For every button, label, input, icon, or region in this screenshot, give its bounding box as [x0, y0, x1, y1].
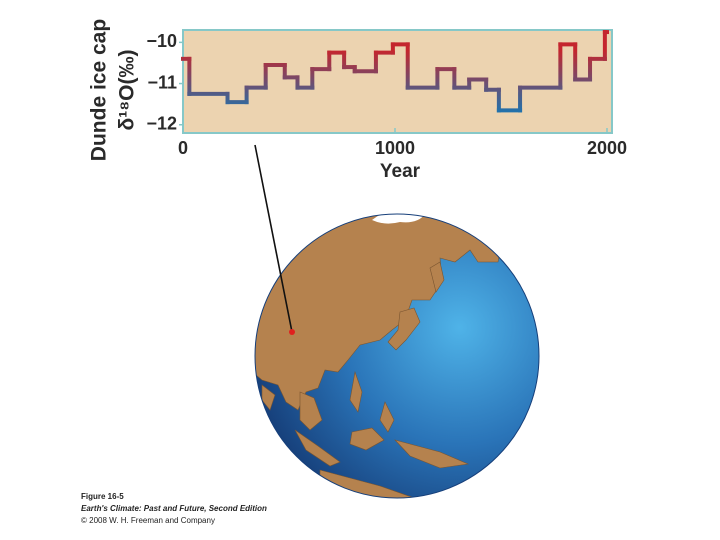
globe-outline: [254, 213, 540, 499]
y-tick-label: −11: [147, 72, 177, 92]
y-axis-title: Dunde ice cap: [88, 19, 111, 161]
y-axis-title: δ¹⁸O(‰): [116, 50, 139, 131]
globe-land: [255, 214, 501, 498]
x-axis-title: Year: [380, 161, 421, 182]
plot-area: [182, 29, 613, 134]
site-marker: [289, 329, 295, 335]
caption-figure: Figure 16-5: [81, 492, 124, 501]
x-tick-label: 1000: [375, 138, 415, 158]
globe: [254, 144, 540, 499]
caption-book: Earth's Climate: Past and Future, Second…: [81, 504, 267, 513]
caption-copyright: © 2008 W. H. Freeman and Company: [81, 516, 215, 525]
ice-cap: [372, 209, 425, 224]
pointer-line: [254, 144, 293, 333]
x-tick-label: 2000: [587, 138, 627, 158]
x-tick-label: 0: [178, 138, 188, 158]
y-tick-label: −12: [146, 114, 177, 134]
y-tick-label: −10: [146, 31, 177, 51]
